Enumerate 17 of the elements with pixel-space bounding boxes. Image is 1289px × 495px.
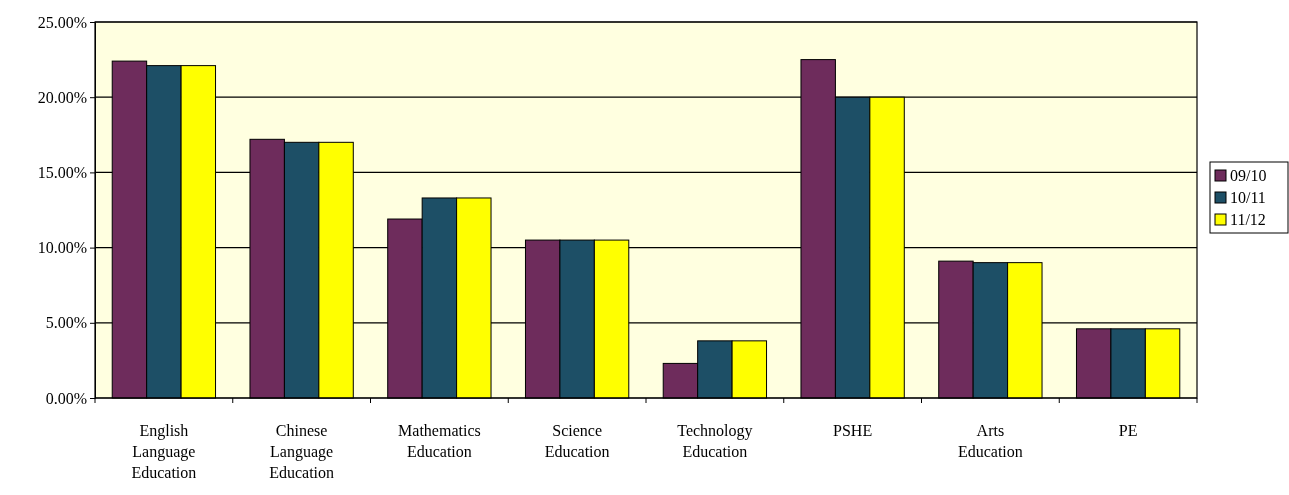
y-tick-label: 5.00% [45, 314, 87, 332]
y-tick-label: 10.00% [37, 239, 87, 257]
x-tick-label: Science Education [544, 422, 610, 460]
x-tick-label: Mathematics Education [398, 422, 481, 460]
x-tick-label: Chinese Language Education [269, 422, 335, 481]
x-tick-label: English Language Education [131, 422, 197, 481]
y-tick-label: 0.00% [45, 389, 87, 407]
x-tick-label: Technology Education [677, 422, 753, 460]
legend-label: 09/10 [1230, 167, 1267, 184]
legend-label: 10/11 [1230, 189, 1266, 206]
legend-label: 11/12 [1230, 211, 1266, 228]
y-tick-label: 25.00% [37, 13, 87, 31]
y-tick-label: 15.00% [37, 164, 87, 182]
x-tick-label: PE [1118, 422, 1138, 439]
y-tick-label: 20.00% [37, 88, 87, 106]
x-tick-label: Arts Education [957, 422, 1023, 460]
x-tick-label: PSHE [833, 422, 873, 439]
